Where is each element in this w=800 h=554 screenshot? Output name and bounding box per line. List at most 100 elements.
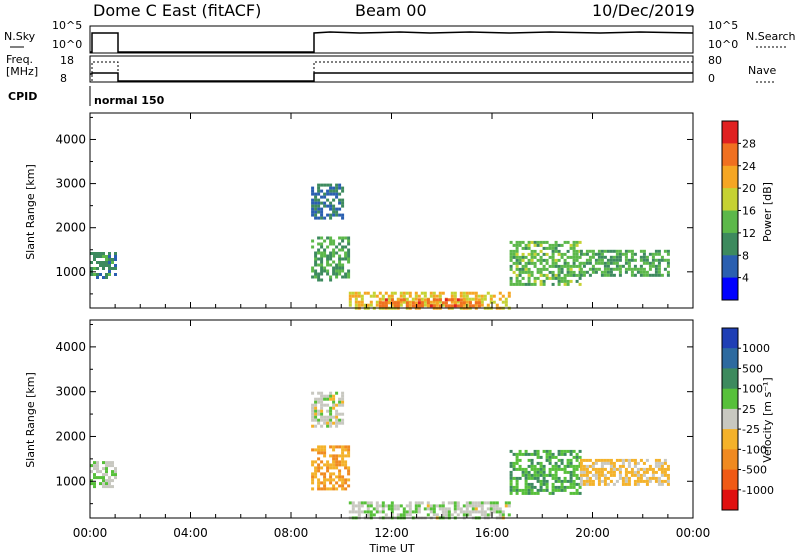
power-cell [554, 264, 558, 268]
velocity-cell [515, 482, 519, 486]
power-cell [642, 267, 646, 271]
velocity-cell [560, 461, 564, 465]
power-cell [360, 300, 364, 304]
power-cell [579, 249, 583, 253]
power-cell [93, 273, 96, 276]
power-cell [99, 255, 102, 258]
power-cell [627, 267, 631, 271]
velocity-cell [657, 461, 661, 465]
velocity-cell [335, 409, 339, 413]
power-cell [527, 279, 531, 283]
velocity-cell [369, 504, 373, 508]
power-cell [477, 301, 481, 305]
power-cell [557, 276, 561, 280]
velocity-cell [456, 504, 460, 508]
velocity-cell [600, 467, 604, 471]
velocity-cell [393, 504, 397, 508]
velocity-cell [578, 491, 582, 495]
velocity-cell [551, 476, 555, 480]
power-cell [329, 242, 333, 246]
power-cell [642, 258, 646, 262]
velocity-cell [335, 457, 339, 461]
velocity-cell [369, 510, 373, 514]
velocity-cell [542, 449, 546, 453]
time-tick-label: 04:00 [173, 526, 208, 540]
velocity-cell [633, 479, 637, 483]
velocity-cell [347, 451, 351, 455]
velocity-cell [524, 467, 528, 471]
velocity-cell [569, 482, 573, 486]
power-cell [323, 195, 327, 199]
beam-title: Beam 00 [355, 1, 427, 20]
power-cell [575, 255, 579, 259]
power-cell [569, 267, 573, 271]
power-cell [399, 300, 403, 304]
velocity-cell [465, 507, 469, 511]
velocity-cell [618, 458, 622, 462]
power-cell [326, 189, 330, 193]
power-cell [402, 298, 406, 302]
velocity-cell [432, 504, 436, 508]
power-cell [90, 273, 93, 276]
velocity-cell [539, 488, 543, 492]
velocity-cell [483, 513, 487, 517]
velocity-cell [102, 479, 105, 483]
velocity-cell [657, 464, 661, 468]
power-cell [551, 252, 555, 256]
velocity-cell [560, 467, 564, 471]
velocity-cell [582, 458, 586, 462]
velocity-cell [660, 479, 664, 483]
power-cell [99, 264, 102, 267]
velocity-cell [96, 461, 99, 465]
velocity-cell [441, 501, 445, 505]
velocity-cell [357, 504, 361, 508]
velocity-cell [471, 507, 475, 511]
velocity-cell [560, 488, 564, 492]
power-cell [408, 303, 412, 307]
velocity-cell [603, 476, 607, 480]
power-cell [645, 273, 649, 277]
power-cell [320, 189, 324, 193]
power-cell [393, 301, 397, 305]
power-cell [630, 267, 634, 271]
velocity-cell [504, 504, 508, 508]
power-cell [329, 251, 333, 255]
velocity-cell [545, 455, 549, 459]
velocity-cell [539, 455, 543, 459]
power-cell [420, 304, 424, 308]
power-cell [408, 291, 412, 295]
nave-label: Nave [748, 64, 776, 77]
power-cell [648, 252, 652, 256]
velocity-cell [557, 449, 561, 453]
nsky-trace [90, 31, 694, 53]
power-cell [539, 279, 543, 283]
power-cell [615, 249, 619, 253]
velocity-cell [612, 473, 616, 477]
velocity-cell [326, 460, 330, 464]
power-cell [515, 261, 519, 265]
power-cell [527, 243, 531, 247]
power-cell [663, 258, 667, 262]
velocity-cell [314, 400, 318, 404]
velocity-cell [498, 507, 502, 511]
power-cell [348, 294, 352, 298]
power-cell [341, 204, 345, 208]
power-cell [344, 272, 348, 276]
velocity-cell [578, 485, 582, 489]
power-cell [557, 252, 561, 256]
power-cell [332, 207, 336, 211]
power-cell [314, 263, 318, 267]
freq-strip: Freq. [MHz] 18 8 80 0 Nave [6, 53, 776, 85]
power-cell [554, 258, 558, 262]
power-cell [354, 294, 358, 298]
velocity-cell [96, 470, 99, 474]
power-cell [411, 297, 415, 301]
velocity-cell [515, 455, 519, 459]
velocity-cell [426, 513, 430, 517]
velocity-cell [323, 418, 327, 422]
velocity-cell [666, 464, 670, 468]
velocity-cell [341, 457, 345, 461]
power-cell [344, 236, 348, 240]
velocity-cell [105, 482, 108, 486]
